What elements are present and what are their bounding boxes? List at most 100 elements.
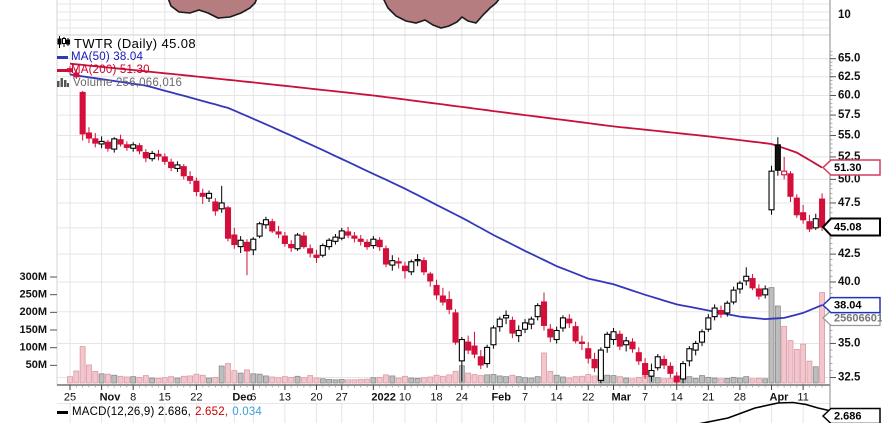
x-axis-band xyxy=(0,386,882,403)
candle-body xyxy=(458,338,465,362)
volume-bar xyxy=(724,378,731,384)
candle-body xyxy=(705,317,712,330)
volume-bar xyxy=(256,373,263,384)
candle-body xyxy=(654,356,661,369)
candle-body xyxy=(452,312,459,343)
price-axis-label: 55.0 xyxy=(838,130,860,142)
volume-bar xyxy=(136,376,143,384)
volume-bar xyxy=(225,363,231,384)
candle-body xyxy=(319,244,326,256)
candle-body xyxy=(85,132,93,139)
volume-bar xyxy=(326,379,333,384)
x-axis-label: Nov xyxy=(100,391,122,403)
volume-bar xyxy=(484,374,491,384)
macd-value-label-box xyxy=(821,407,881,423)
volume-axis-label: 250M xyxy=(19,289,47,301)
candle-body xyxy=(736,282,743,290)
volume-bar xyxy=(446,374,453,384)
candle-body xyxy=(269,221,276,232)
volume-bar xyxy=(503,376,509,384)
candle-body xyxy=(566,318,573,324)
price-axis-label: 47.5 xyxy=(838,197,861,209)
candle-body xyxy=(326,239,333,248)
volume-axis-label: 100M xyxy=(19,342,47,354)
ma200-value-label: 51.30 xyxy=(821,159,881,176)
volume-bar xyxy=(553,374,560,384)
candle-body xyxy=(559,317,567,329)
candle-body xyxy=(332,236,339,242)
candle-body xyxy=(597,349,604,381)
candle-body xyxy=(224,207,232,239)
volume-bar xyxy=(389,375,396,384)
macd-line xyxy=(698,401,830,423)
candle-body xyxy=(243,241,251,252)
candle-body xyxy=(806,221,813,230)
candle-body xyxy=(661,358,668,366)
volume-bar xyxy=(591,375,598,384)
candle-body xyxy=(793,197,800,216)
candle-body xyxy=(250,238,257,251)
volume-bar xyxy=(781,326,788,384)
x-axis-label: 2022 xyxy=(371,391,395,403)
volume-bar xyxy=(661,378,667,384)
volume-bar xyxy=(793,349,800,384)
ma200-value-label-text: 51.30 xyxy=(834,162,862,174)
volume-bar xyxy=(452,370,459,384)
volume-bar xyxy=(427,376,434,384)
volume-bar xyxy=(414,378,421,384)
upper-panel-axis-label: 10 xyxy=(838,9,851,21)
volume-bar xyxy=(168,376,175,384)
volume-bar xyxy=(705,376,712,384)
candle-body xyxy=(679,363,687,380)
volume-bar xyxy=(123,376,130,384)
candle-body xyxy=(623,340,630,346)
x-axis-label: 14 xyxy=(671,391,683,403)
macd-value-label: 2.686 xyxy=(821,407,881,423)
candle-body xyxy=(401,265,409,272)
candle-body xyxy=(572,326,579,342)
volume-bar xyxy=(547,370,554,384)
volume-bar xyxy=(762,378,769,384)
volume-bar xyxy=(755,378,762,384)
candle-body xyxy=(774,144,781,171)
candle-body xyxy=(642,363,649,376)
candle-body xyxy=(724,302,731,314)
candle-body xyxy=(288,243,295,249)
volume-bar xyxy=(496,375,503,384)
volume-bar xyxy=(351,379,358,384)
price-axis-label: 32.5 xyxy=(838,372,861,384)
volume-bar xyxy=(560,376,566,384)
volume-bar xyxy=(376,376,383,384)
volume-bar xyxy=(737,377,743,384)
ma200-value-label-box xyxy=(821,159,881,176)
candle-body xyxy=(363,241,371,248)
candle-body xyxy=(79,91,86,135)
candle-body xyxy=(427,273,434,282)
volume-bar xyxy=(654,377,661,384)
volume-bar xyxy=(206,377,212,384)
candle-body xyxy=(66,68,74,73)
volume-bar xyxy=(86,364,92,384)
volume-axis-label: 50M xyxy=(26,359,47,371)
volume-bar xyxy=(250,373,257,384)
candle-body xyxy=(509,319,516,334)
candle-body xyxy=(338,230,345,239)
candle-body xyxy=(237,239,244,248)
volume-bar xyxy=(237,372,244,384)
volume-bar xyxy=(572,376,579,384)
candle-body xyxy=(281,235,288,244)
x-axis-label: Apr xyxy=(770,391,790,403)
volume-bar xyxy=(667,378,674,384)
candle-body xyxy=(370,238,377,247)
volume-axis-label: 300M xyxy=(19,271,47,283)
candle-body xyxy=(755,288,762,297)
candle-body xyxy=(800,212,807,221)
volume-bar xyxy=(711,377,718,384)
candle-body xyxy=(155,153,162,157)
candle-body xyxy=(275,231,282,235)
volume-bar xyxy=(98,373,105,384)
candle-body xyxy=(218,202,225,210)
candle-body xyxy=(471,345,478,355)
macd-panel xyxy=(698,401,830,423)
volume-bar xyxy=(269,376,276,384)
